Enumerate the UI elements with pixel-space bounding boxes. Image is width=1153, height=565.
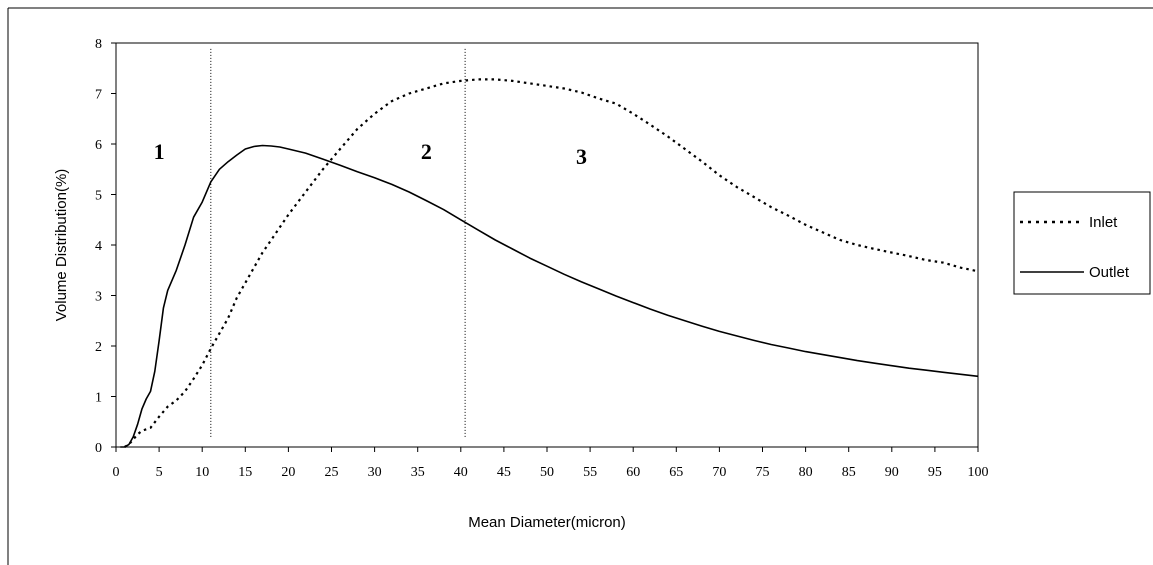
x-tick-label: 75 xyxy=(756,465,770,480)
reference-lines xyxy=(210,48,466,437)
x-tick-label: 100 xyxy=(968,465,989,480)
x-tick-label: 20 xyxy=(281,465,295,480)
y-tick-label: 3 xyxy=(95,290,102,305)
x-tick-label: 10 xyxy=(195,465,209,480)
x-tick-label: 85 xyxy=(842,465,856,480)
x-axis-ticks: 0 5 10 15 20 25 30 35 40 45 50 55 60 65 70 75 80 85 90 95 10… xyxy=(113,447,989,480)
x-tick-label: 15 xyxy=(238,465,252,480)
x-tick-label: 70 xyxy=(712,465,726,480)
y-tick-label: 7 xyxy=(95,88,102,103)
y-axis-ticks: 0 1 2 3 4 5 6 7 8 xyxy=(95,37,116,456)
y-tick-label: 2 xyxy=(95,340,102,355)
x-tick-label: 80 xyxy=(799,465,813,480)
x-tick-label: 30 xyxy=(368,465,382,480)
x-tick-label: 40 xyxy=(454,465,468,480)
y-tick-label: 8 xyxy=(95,37,102,52)
plot-area xyxy=(115,42,979,448)
legend-box xyxy=(1013,191,1151,295)
x-axis-label: Mean Diameter(micron) xyxy=(468,514,626,531)
x-tick-label: 95 xyxy=(928,465,942,480)
zone-label-2: 2 xyxy=(421,139,432,164)
series-line-outlet xyxy=(120,144,979,448)
x-tick-label: 55 xyxy=(583,465,597,480)
x-tick-label: 45 xyxy=(497,465,511,480)
legend-label-outlet: Outlet xyxy=(1089,264,1130,281)
y-axis-label: Volume Distribution(%) xyxy=(53,169,70,322)
x-tick-label: 5 xyxy=(156,465,163,480)
y-tick-label: 0 xyxy=(95,441,102,456)
x-tick-label: 50 xyxy=(540,465,554,480)
legend: Inlet Outlet xyxy=(1013,191,1151,295)
series-group xyxy=(120,78,979,448)
zone-label-3: 3 xyxy=(576,144,587,169)
x-tick-label: 0 xyxy=(113,465,120,480)
x-tick-label: 65 xyxy=(669,465,683,480)
y-tick-label: 5 xyxy=(95,189,102,204)
zone-label-1: 1 xyxy=(154,139,165,164)
x-tick-label: 90 xyxy=(885,465,899,480)
y-tick-label: 1 xyxy=(95,391,102,406)
x-tick-label: 60 xyxy=(626,465,640,480)
zone-annotations: 1 2 3 xyxy=(154,139,587,169)
y-tick-label: 4 xyxy=(95,239,102,254)
y-tick-label: 6 xyxy=(95,138,102,153)
legend-label-inlet: Inlet xyxy=(1089,214,1118,231)
series-line-inlet xyxy=(124,78,979,448)
x-tick-label: 35 xyxy=(411,465,425,480)
x-tick-label: 25 xyxy=(325,465,339,480)
